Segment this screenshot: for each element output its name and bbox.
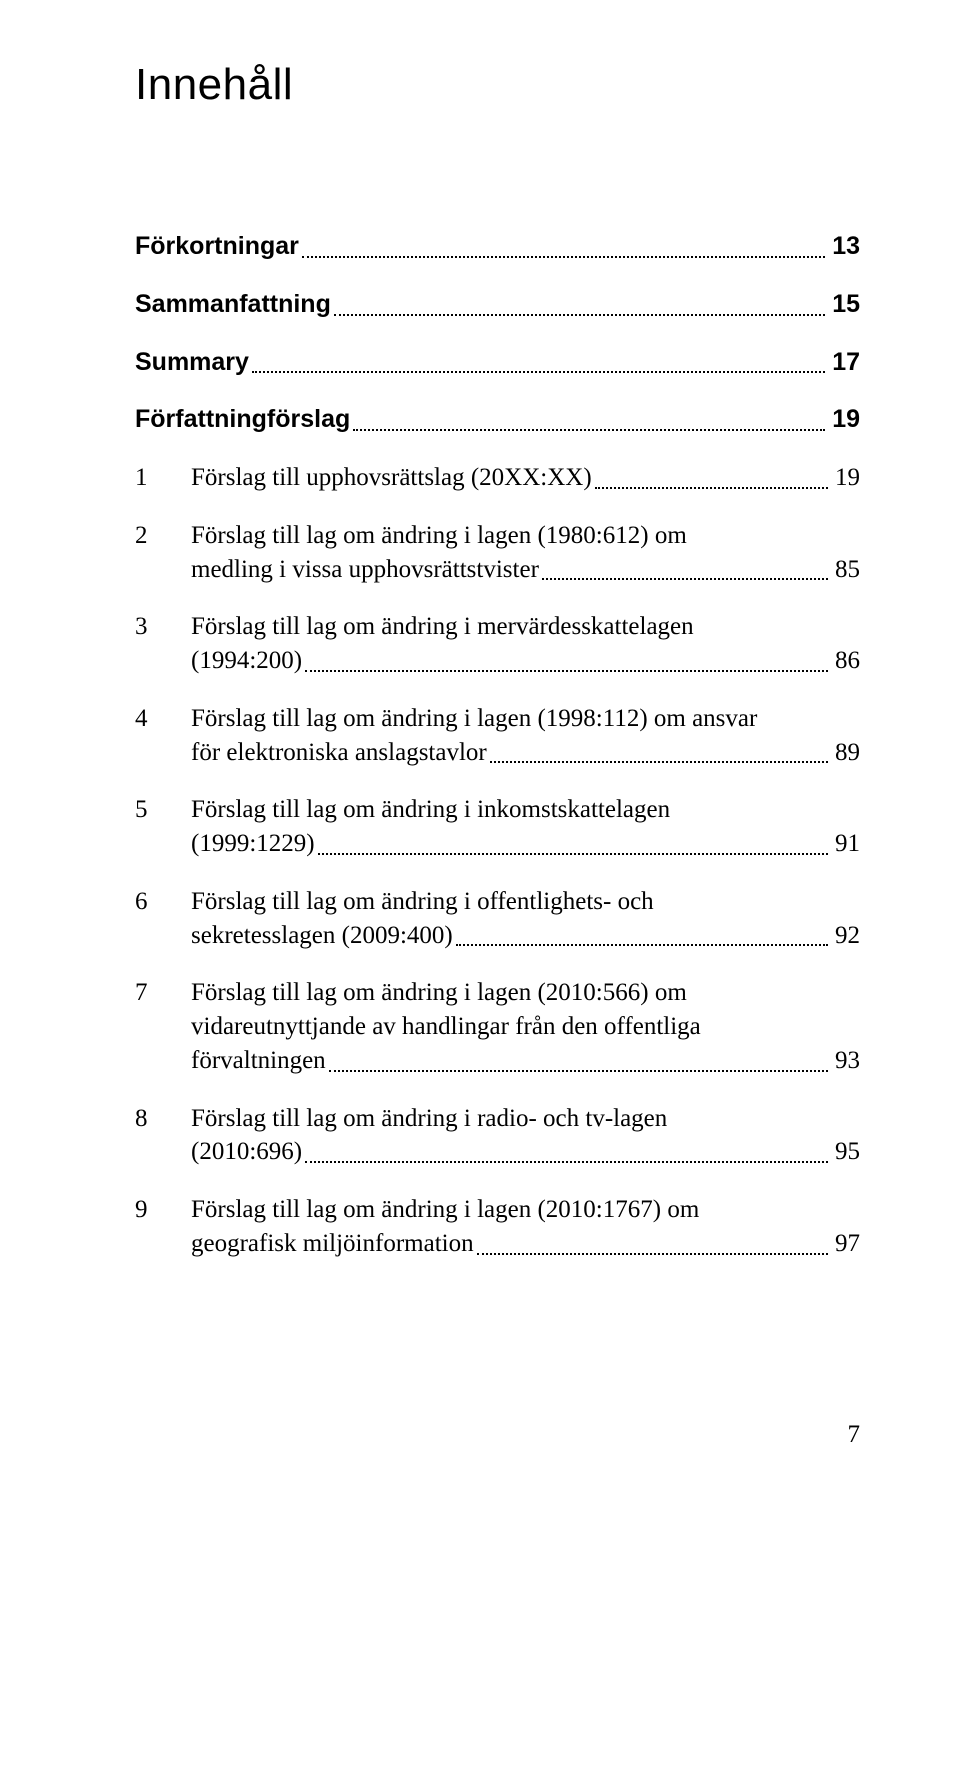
toc-label: Författningförslag [135, 403, 350, 437]
toc-page: 89 [831, 736, 860, 770]
toc-label: sekretesslagen (2009:400) [191, 919, 453, 953]
toc-number: 6 [135, 885, 191, 919]
toc-entry-bold: Sammanfattning 15 [135, 288, 860, 322]
toc-label: (1999:1229) [191, 827, 315, 861]
toc-label: förvaltningen [191, 1044, 326, 1078]
toc-label: Förslag till lag om ändring i mervärdess… [191, 610, 694, 644]
toc-number: 3 [135, 610, 191, 644]
toc-entry: 8Förslag till lag om ändring i radio- oc… [135, 1102, 860, 1170]
toc-label: Förslag till lag om ändring i lagen (198… [191, 519, 687, 553]
toc-page: 92 [831, 919, 860, 953]
toc-leader [305, 1139, 828, 1164]
toc-page: 17 [828, 346, 860, 380]
toc-page: 91 [831, 827, 860, 861]
toc-leader [456, 922, 828, 947]
toc-page: 85 [831, 553, 860, 587]
toc-label: Förkortningar [135, 230, 299, 264]
toc-leader [353, 407, 825, 432]
toc-entry: 2Förslag till lag om ändring i lagen (19… [135, 519, 860, 587]
toc-page: 86 [831, 644, 860, 678]
toc-number: 7 [135, 976, 191, 1010]
toc-page: 13 [828, 230, 860, 264]
toc-leader [302, 233, 825, 258]
toc-label: (2010:696) [191, 1135, 302, 1169]
toc-number: 9 [135, 1193, 191, 1227]
toc-entry: 9Förslag till lag om ändring i lagen (20… [135, 1193, 860, 1261]
toc-leader [329, 1047, 828, 1072]
toc-label: Förslag till lag om ändring i lagen (199… [191, 702, 757, 736]
toc-number: 2 [135, 519, 191, 553]
toc-leader [542, 556, 828, 581]
toc-leader [334, 291, 825, 316]
toc-entry: 3Förslag till lag om ändring i mervärdes… [135, 610, 860, 678]
toc-label: Summary [135, 346, 249, 380]
toc-leader [490, 739, 828, 764]
toc-label: Förslag till lag om ändring i lagen (201… [191, 1193, 699, 1227]
page-number: 7 [135, 1421, 860, 1449]
toc-label: geografisk miljöinformation [191, 1227, 474, 1261]
toc-label: vidareutnyttjande av handlingar från den… [191, 1010, 701, 1044]
toc-page: 97 [831, 1227, 860, 1261]
toc-entry: 6Förslag till lag om ändring i offentlig… [135, 885, 860, 953]
toc-number: 4 [135, 702, 191, 736]
toc-number: 8 [135, 1102, 191, 1136]
toc-label: för elektroniska anslagstavlor [191, 736, 487, 770]
toc-label: Förslag till lag om ändring i radio- och… [191, 1102, 667, 1136]
toc-entry: 4Förslag till lag om ändring i lagen (19… [135, 702, 860, 770]
toc-leader [305, 647, 828, 672]
table-of-contents: Förkortningar13Sammanfattning15Summary17… [135, 230, 860, 1261]
toc-page: 19 [828, 403, 860, 437]
toc-label: Sammanfattning [135, 288, 331, 322]
toc-leader [252, 349, 825, 374]
toc-leader [318, 830, 828, 855]
toc-page: 95 [831, 1135, 860, 1169]
toc-page: 19 [831, 461, 860, 495]
toc-label: medling i vissa upphovsrättstvister [191, 553, 539, 587]
toc-label: Förslag till lag om ändring i inkomstska… [191, 793, 670, 827]
toc-entry: 1Förslag till upphovsrättslag (20XX:XX) 1… [135, 461, 860, 495]
toc-entry: 5Förslag till lag om ändring i inkomstsk… [135, 793, 860, 861]
toc-number: 5 [135, 793, 191, 827]
toc-entry-bold: Summary 17 [135, 346, 860, 380]
toc-label: Förslag till lag om ändring i lagen (201… [191, 976, 687, 1010]
toc-label: Förslag till lag om ändring i offentligh… [191, 885, 654, 919]
toc-entry-bold: Författningförslag 19 [135, 403, 860, 437]
toc-page: 93 [831, 1044, 860, 1078]
toc-leader [595, 464, 828, 489]
toc-entry: 7Förslag till lag om ändring i lagen (20… [135, 976, 860, 1077]
page-title: Innehåll [135, 60, 860, 110]
toc-leader [477, 1230, 828, 1255]
toc-page: 15 [828, 288, 860, 322]
toc-label: Förslag till upphovsrättslag (20XX:XX) [191, 461, 592, 495]
toc-label: (1994:200) [191, 644, 302, 678]
toc-number: 1 [135, 461, 191, 495]
toc-entry-bold: Förkortningar 13 [135, 230, 860, 264]
